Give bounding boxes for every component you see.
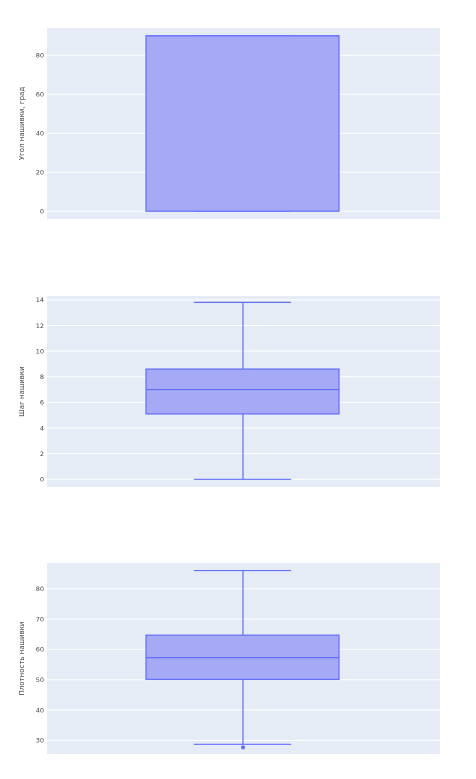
y-tick-label: 8 [40,373,44,381]
y-axis-label: Плотность нашивки [18,622,26,696]
box-series [145,35,340,212]
y-tick-label: 30 [36,737,44,745]
y-tick-label: 12 [36,322,44,330]
y-tick-label: 40 [36,706,44,714]
y-tick-label: 70 [36,615,44,623]
chart-panel-2: 0 2 4 6 8 10 12 14 Шаг нашивки [18,296,440,487]
chart-panel-1: 0 20 40 60 80 Угол нашивки, град [18,28,440,219]
y-tick-label: 2 [40,450,44,458]
y-tick-label: 60 [36,91,44,99]
y-tick-label: 80 [36,52,44,60]
y-tick-label: 80 [36,585,44,593]
y-tick-label: 10 [36,347,44,355]
chart-panel-3: 30 40 50 60 70 80 Плотность нашивки [18,563,440,754]
box-iqr [145,368,340,415]
box-series [145,301,340,480]
outlier-point [241,745,245,750]
y-tick-label: 0 [40,476,44,484]
chart-panels: 0 20 40 60 80 Угол нашивки, град 0 2 4 6 8 10 12 14 Ша… [18,28,440,754]
y-tick-label: 4 [40,424,44,432]
box-series [145,569,340,750]
y-tick-label: 50 [36,676,44,684]
y-tick-label: 40 [36,130,44,138]
y-axis-label: Шаг нашивки [18,366,26,416]
y-tick-label: 0 [40,208,44,216]
y-tick-label: 60 [36,646,44,654]
y-tick-label: 6 [40,399,44,407]
y-tick-label: 20 [36,169,44,177]
box-iqr [145,35,340,212]
y-tick-label: 14 [36,296,44,304]
y-axis-label: Угол нашивки, град [18,87,26,161]
